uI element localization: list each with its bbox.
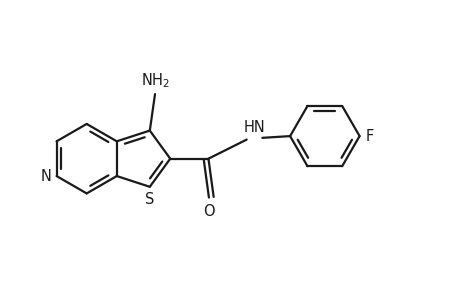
Text: NH$_2$: NH$_2$: [141, 71, 170, 90]
Text: N: N: [40, 169, 51, 184]
Text: O: O: [202, 204, 214, 219]
Text: HN: HN: [243, 120, 264, 135]
Text: F: F: [365, 129, 373, 144]
Text: S: S: [145, 192, 154, 207]
